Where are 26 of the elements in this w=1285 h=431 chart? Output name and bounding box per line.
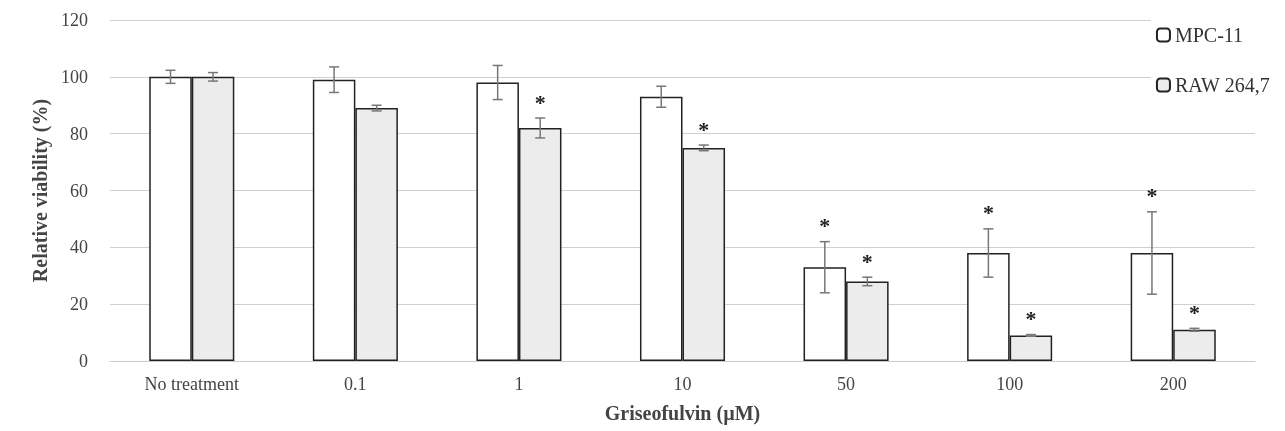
annotation: * <box>861 248 873 274</box>
x-tick-label: 200 <box>1159 374 1187 394</box>
annotation: * <box>534 89 546 115</box>
x-axis-title: Griseofulvin (µM) <box>604 402 761 425</box>
annotation: * <box>982 200 994 226</box>
x-tick-label: 10 <box>673 374 692 394</box>
x-tick-label: 100 <box>996 374 1024 394</box>
x-tick-label: 1 <box>514 374 524 394</box>
y-tick-label: 100 <box>61 66 88 87</box>
annotation: * <box>819 213 831 239</box>
y-axis-title: Relative viability (%) <box>29 98 52 283</box>
annotation: * <box>1025 306 1037 332</box>
annotation: * <box>1146 183 1158 209</box>
y-tick-label: 40 <box>70 237 88 258</box>
y-tick-label: 0 <box>79 351 88 371</box>
annotation: * <box>1188 299 1200 325</box>
annotation: * <box>698 116 710 142</box>
legend-label: MPC-11 <box>1174 24 1244 46</box>
x-tick-label: No treatment <box>144 374 240 394</box>
y-tick-label: 60 <box>70 180 88 201</box>
y-tick-label: 120 <box>61 10 88 30</box>
y-tick-label: 80 <box>70 123 88 144</box>
x-tick-label: 50 <box>837 374 856 394</box>
x-tick-label: 0.1 <box>344 374 367 394</box>
y-tick-label: 20 <box>70 294 88 315</box>
legend-label: RAW 264,7 <box>1174 74 1270 96</box>
